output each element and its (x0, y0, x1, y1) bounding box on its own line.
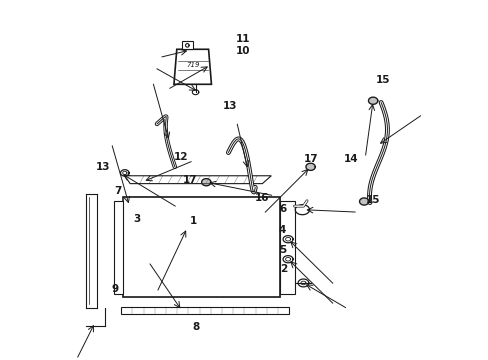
Text: 9: 9 (111, 284, 119, 294)
Text: 15: 15 (365, 195, 380, 205)
Text: 8: 8 (192, 321, 200, 332)
Text: 15: 15 (375, 75, 390, 85)
Text: 13: 13 (96, 162, 110, 172)
Text: 13: 13 (223, 101, 237, 111)
Polygon shape (201, 179, 210, 186)
Text: 1: 1 (190, 216, 197, 226)
Text: 14: 14 (343, 154, 357, 163)
Polygon shape (305, 163, 315, 170)
Text: 10: 10 (235, 46, 249, 56)
Text: 3: 3 (133, 213, 140, 224)
Polygon shape (124, 176, 271, 184)
Polygon shape (368, 97, 377, 104)
Text: 5: 5 (278, 245, 285, 255)
Text: 7: 7 (114, 186, 121, 196)
Polygon shape (174, 49, 211, 84)
Bar (121, 307, 288, 314)
Text: 16: 16 (254, 193, 268, 203)
Text: 17: 17 (304, 154, 318, 163)
Bar (181, 41, 193, 49)
Polygon shape (359, 198, 368, 205)
Text: 11: 11 (235, 34, 249, 44)
Bar (123, 197, 280, 297)
Text: 719: 719 (185, 62, 199, 68)
Text: 12: 12 (173, 152, 188, 162)
Bar (114, 201, 123, 294)
Text: 17: 17 (183, 175, 197, 185)
Text: 6: 6 (279, 204, 286, 213)
Bar (280, 201, 294, 294)
Text: 2: 2 (280, 264, 287, 274)
Text: 4: 4 (278, 225, 285, 235)
